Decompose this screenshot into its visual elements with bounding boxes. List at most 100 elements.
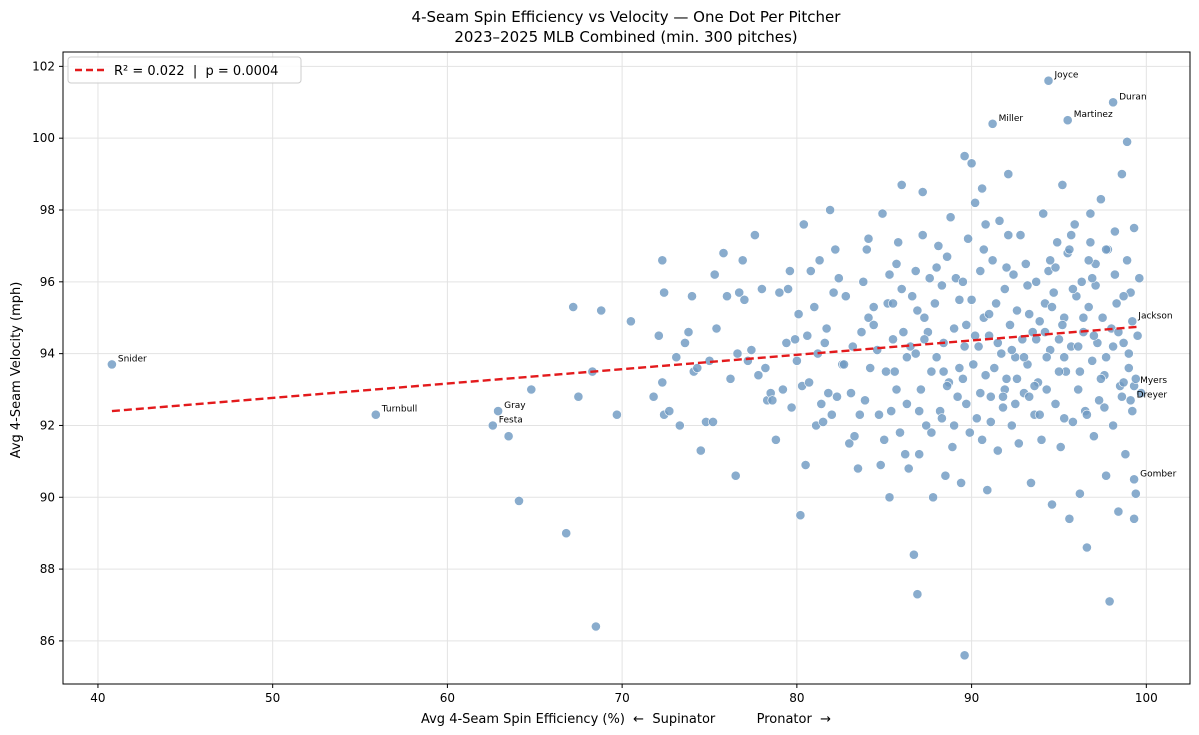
data-point bbox=[966, 158, 977, 169]
data-point bbox=[898, 327, 909, 337]
data-point bbox=[1041, 352, 1052, 363]
data-point bbox=[1075, 366, 1085, 377]
data-point bbox=[971, 413, 982, 424]
legend-box bbox=[67, 56, 302, 84]
data-point bbox=[626, 316, 636, 327]
data-point bbox=[1094, 395, 1104, 406]
data-point bbox=[821, 323, 832, 334]
data-point bbox=[1012, 373, 1022, 384]
data-point bbox=[818, 416, 828, 427]
data-point bbox=[800, 460, 811, 470]
data-point bbox=[849, 431, 860, 442]
data-point bbox=[982, 485, 993, 495]
data-point bbox=[786, 402, 797, 413]
data-point bbox=[734, 287, 745, 298]
data-point bbox=[671, 352, 682, 363]
data-point bbox=[832, 391, 842, 402]
data-point bbox=[952, 391, 963, 402]
data-point bbox=[938, 366, 949, 377]
data-point bbox=[910, 348, 921, 359]
data-point bbox=[1003, 230, 1014, 240]
data-point bbox=[695, 445, 706, 456]
data-point bbox=[596, 305, 607, 316]
annotation-label: Snider bbox=[118, 354, 147, 364]
data-point bbox=[958, 276, 968, 287]
data-point bbox=[1134, 273, 1145, 284]
data-point bbox=[886, 406, 897, 416]
y-tick-label: 86 bbox=[40, 634, 55, 648]
data-point bbox=[942, 381, 952, 391]
data-point bbox=[1132, 330, 1143, 341]
data-point bbox=[1013, 438, 1024, 449]
trend-line-group bbox=[111, 325, 1140, 413]
data-point bbox=[1069, 219, 1080, 230]
data-point bbox=[730, 470, 741, 481]
data-point bbox=[757, 284, 767, 294]
data-point bbox=[828, 287, 839, 298]
data-point bbox=[1057, 179, 1068, 190]
data-point bbox=[994, 215, 1005, 226]
annotation-label: Gray bbox=[504, 401, 526, 411]
data-point bbox=[844, 438, 855, 449]
data-point bbox=[912, 305, 923, 316]
data-point bbox=[961, 398, 972, 409]
data-point bbox=[1082, 409, 1092, 420]
chart-title: 4-Seam Spin Efficiency vs Velocity — One… bbox=[412, 8, 842, 26]
data-point bbox=[987, 255, 998, 266]
data-point bbox=[767, 395, 778, 406]
data-point bbox=[1050, 262, 1061, 273]
data-point bbox=[1089, 431, 1099, 442]
x-axis-label: Avg 4-Seam Spin Efficiency (%) ← Supinat… bbox=[421, 712, 831, 727]
data-point bbox=[1099, 402, 1110, 413]
data-point bbox=[1123, 363, 1134, 373]
data-point bbox=[917, 187, 928, 197]
data-point bbox=[591, 621, 601, 632]
data-point bbox=[863, 233, 874, 244]
data-point bbox=[795, 510, 806, 521]
data-point bbox=[1108, 420, 1118, 431]
data-point bbox=[1075, 488, 1085, 499]
data-point bbox=[746, 345, 757, 355]
data-point bbox=[783, 284, 793, 294]
data-point bbox=[959, 151, 970, 161]
data-point bbox=[975, 266, 986, 276]
data-point bbox=[1076, 276, 1087, 287]
data-point bbox=[874, 409, 884, 420]
data-point bbox=[1031, 276, 1042, 287]
data-point bbox=[914, 449, 925, 460]
data-point bbox=[933, 240, 944, 251]
data-point bbox=[804, 377, 814, 388]
data-point bbox=[107, 359, 117, 370]
data-point bbox=[888, 298, 898, 309]
data-point bbox=[692, 363, 703, 373]
data-point bbox=[1111, 298, 1122, 309]
data-point bbox=[1015, 230, 1026, 240]
data-point bbox=[893, 237, 904, 248]
data-point bbox=[961, 319, 972, 330]
data-point bbox=[722, 291, 732, 302]
data-point bbox=[1005, 319, 1015, 330]
data-point bbox=[963, 233, 973, 244]
data-point bbox=[996, 348, 1007, 359]
data-point bbox=[785, 266, 795, 276]
data-point bbox=[708, 416, 718, 427]
data-point bbox=[1096, 373, 1106, 384]
trend-line bbox=[111, 325, 1140, 413]
data-point bbox=[657, 377, 668, 388]
data-point bbox=[964, 427, 975, 438]
data-point bbox=[1047, 302, 1057, 312]
data-point bbox=[370, 409, 381, 420]
data-point bbox=[823, 388, 834, 398]
data-point bbox=[896, 179, 907, 190]
pitcher-annotations: Joyce Duran Miller Martinez Snider Turnbull Gr… bbox=[118, 71, 1177, 480]
data-point bbox=[1008, 269, 1019, 280]
data-point bbox=[503, 431, 514, 442]
data-point bbox=[937, 413, 947, 424]
data-point bbox=[966, 294, 977, 305]
data-point bbox=[881, 366, 891, 377]
data-point bbox=[954, 363, 965, 373]
data-point bbox=[940, 470, 951, 481]
data-point bbox=[653, 330, 664, 341]
y-tick-label: 96 bbox=[40, 275, 55, 289]
data-point bbox=[854, 409, 865, 420]
